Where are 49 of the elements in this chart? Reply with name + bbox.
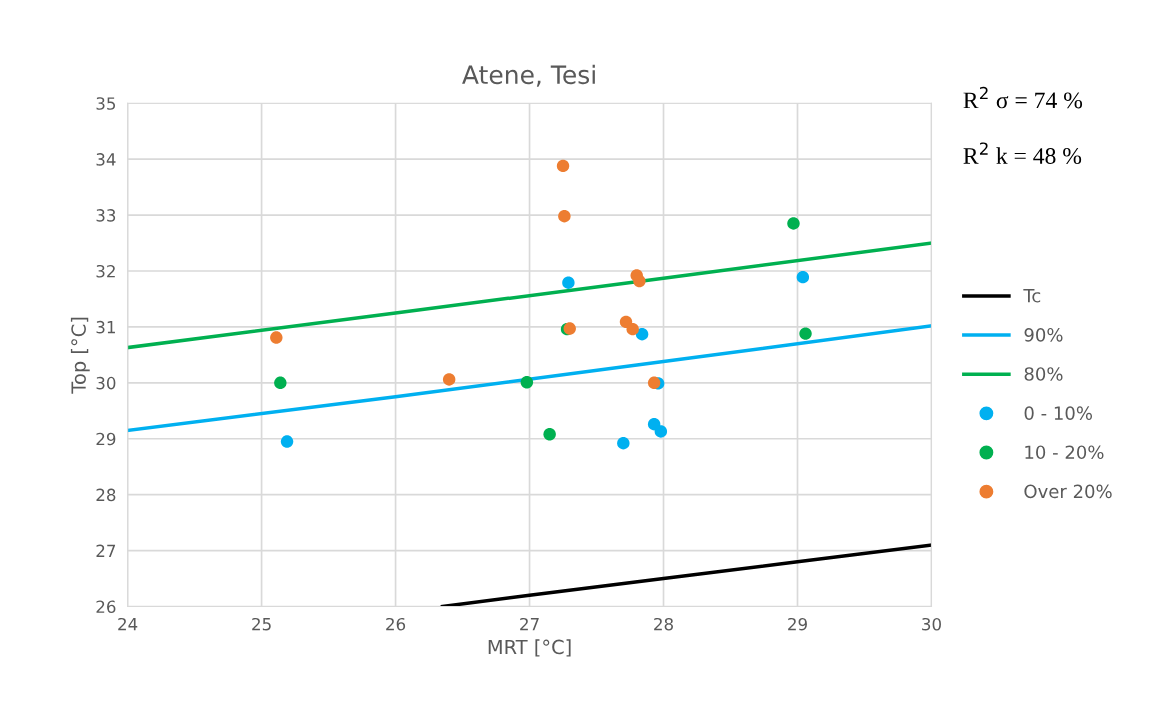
x-tick-label: 26 bbox=[386, 617, 406, 631]
x-tick-label: 30 bbox=[922, 617, 941, 631]
y-axis-title: Top [°C] bbox=[70, 317, 90, 394]
point bbox=[635, 327, 649, 341]
y-tick-label: 33 bbox=[96, 209, 116, 222]
point bbox=[543, 428, 556, 441]
line-series bbox=[127, 324, 932, 433]
point bbox=[520, 376, 534, 389]
legend-label: Tc bbox=[1023, 289, 1041, 303]
point bbox=[617, 437, 630, 450]
y-tick-label: 35 bbox=[96, 97, 116, 110]
point bbox=[626, 322, 639, 336]
legend-label: 0 - 10% bbox=[1024, 406, 1093, 420]
x-axis-title: MRT [°C] bbox=[488, 639, 571, 657]
y-tick-label: 29 bbox=[96, 432, 116, 446]
point bbox=[280, 435, 294, 448]
y-tick-label: 32 bbox=[96, 264, 115, 278]
point bbox=[556, 159, 570, 173]
x-tick-label: 27 bbox=[520, 617, 539, 631]
point bbox=[647, 376, 661, 390]
y-tick-label: 34 bbox=[96, 153, 116, 166]
chart-title: Atene, Tesi bbox=[462, 64, 595, 87]
legend-label: 80% bbox=[1024, 367, 1063, 381]
point bbox=[562, 276, 575, 289]
x-tick-label: 29 bbox=[788, 617, 807, 631]
x-tick-label: 28 bbox=[654, 617, 673, 631]
line-series bbox=[440, 543, 932, 607]
legend-label: Over 20% bbox=[1024, 484, 1112, 499]
point bbox=[270, 331, 283, 344]
point bbox=[799, 327, 812, 340]
point bbox=[654, 425, 668, 438]
legend-label: 10 - 20% bbox=[1025, 445, 1104, 460]
point bbox=[558, 209, 571, 223]
x-tick-label: 25 bbox=[252, 617, 271, 631]
y-tick-label: 30 bbox=[96, 376, 116, 390]
point bbox=[796, 270, 810, 284]
text: R$^{2}$ k = 48 % bbox=[963, 142, 1082, 165]
y-tick-label: 28 bbox=[96, 488, 116, 502]
point bbox=[274, 376, 287, 390]
point bbox=[787, 217, 800, 230]
x-tick-label: 24 bbox=[118, 617, 138, 631]
y-tick-label: 31 bbox=[96, 320, 115, 334]
line-series bbox=[127, 241, 932, 350]
text: R$^{2}$ σ = 74 % bbox=[963, 86, 1083, 109]
point bbox=[633, 274, 646, 288]
y-tick-label: 27 bbox=[96, 544, 116, 557]
legend-label: 90% bbox=[1024, 327, 1063, 342]
y-tick-label: 26 bbox=[96, 600, 116, 614]
point bbox=[442, 373, 456, 386]
